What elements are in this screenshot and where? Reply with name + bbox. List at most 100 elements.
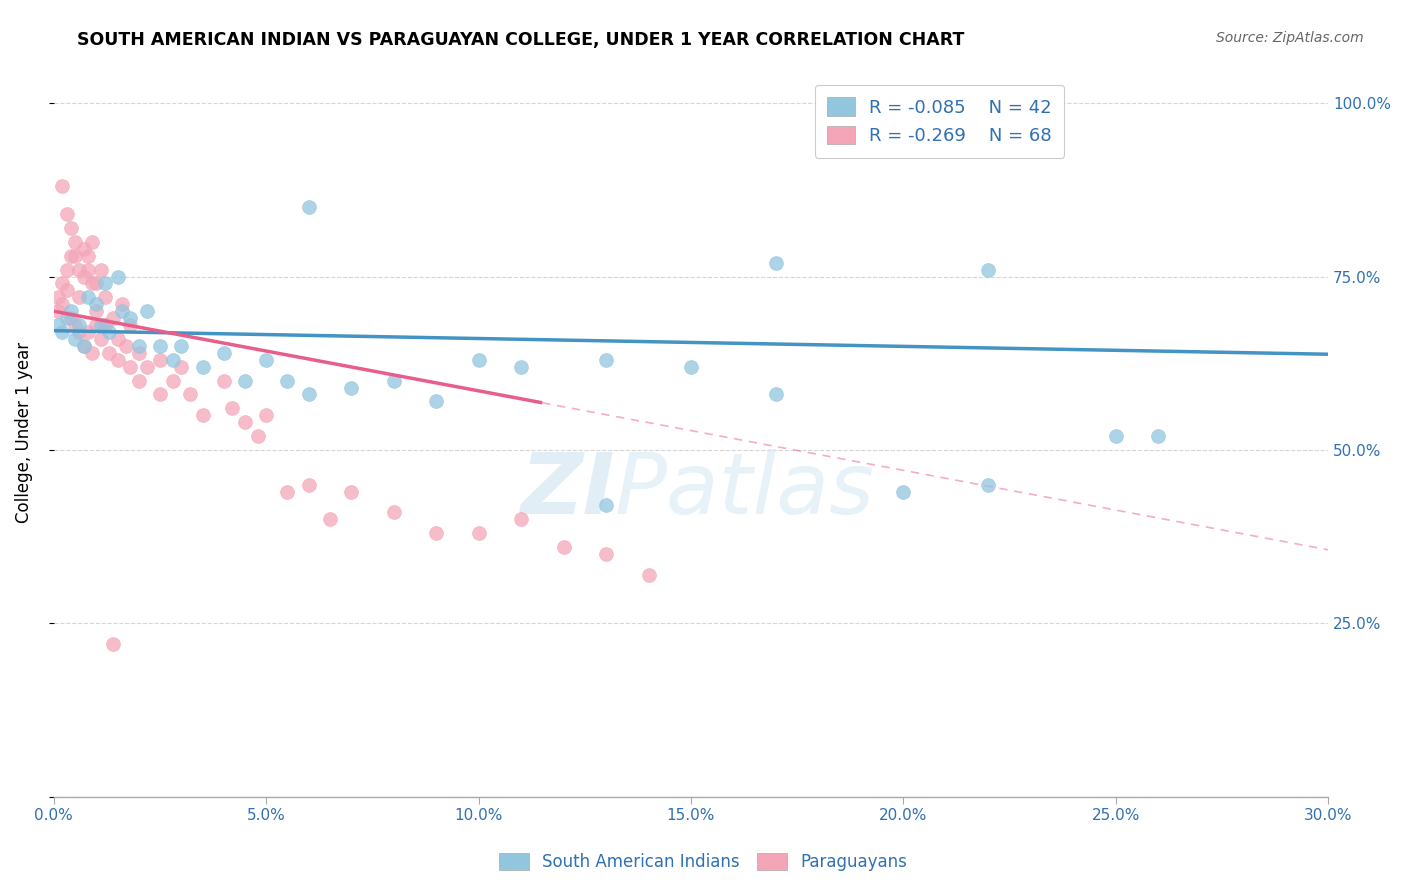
Point (94, 277, 117, 291)
Point (59, 221, 82, 235)
Point (510, 512, 533, 526)
Point (76, 249, 98, 263)
Point (179, 387, 201, 401)
Point (63, 235, 86, 249)
Point (319, 512, 342, 526)
Point (136, 359, 159, 374)
Point (59, 249, 82, 263)
Point (94, 290, 117, 304)
Point (276, 374, 298, 388)
Point (765, 256, 787, 270)
Point (425, 394, 447, 409)
Point (107, 269, 129, 284)
Point (510, 359, 533, 374)
Text: SOUTH AMERICAN INDIAN VS PARAGUAYAN COLLEGE, UNDER 1 YEAR CORRELATION CHART: SOUTH AMERICAN INDIAN VS PARAGUAYAN COLL… (77, 31, 965, 49)
Point (51, 325, 73, 339)
Point (98, 346, 121, 360)
Point (67, 290, 90, 304)
Point (977, 477, 1000, 491)
Point (51, 179, 73, 194)
Point (120, 311, 142, 326)
Y-axis label: College, Under 1 year: College, Under 1 year (15, 342, 32, 524)
Point (103, 311, 125, 326)
Point (55, 284, 77, 298)
Point (425, 526, 447, 541)
Point (98, 325, 121, 339)
Point (170, 359, 193, 374)
Point (76, 325, 98, 339)
Point (84, 277, 107, 291)
Point (63, 318, 86, 332)
Point (1147, 429, 1170, 443)
Point (298, 477, 321, 491)
Point (128, 346, 150, 360)
Point (55, 262, 77, 277)
Point (1105, 429, 1128, 443)
Point (893, 484, 915, 499)
Point (80, 235, 103, 249)
Point (233, 374, 256, 388)
Point (128, 339, 150, 353)
Point (59, 311, 82, 326)
Point (276, 484, 298, 499)
Point (107, 352, 129, 367)
Point (128, 374, 150, 388)
Point (170, 339, 193, 353)
Point (162, 374, 184, 388)
Point (76, 262, 98, 277)
Point (46, 290, 69, 304)
Point (136, 304, 159, 318)
Point (637, 567, 659, 582)
Point (298, 200, 321, 214)
Point (76, 290, 98, 304)
Point (120, 318, 142, 332)
Point (46, 304, 69, 318)
Point (63, 249, 86, 263)
Point (254, 352, 277, 367)
Point (46, 318, 69, 332)
Point (107, 332, 129, 346)
Legend: South American Indians, Paraguayans: South American Indians, Paraguayans (491, 845, 915, 880)
Point (149, 339, 172, 353)
Point (467, 526, 489, 541)
Point (67, 262, 90, 277)
Point (111, 304, 134, 318)
Point (55, 207, 77, 221)
Point (72, 269, 94, 284)
Point (94, 318, 117, 332)
Point (63, 332, 86, 346)
Text: ZI: ZI (520, 450, 614, 533)
Point (90, 318, 112, 332)
Point (212, 346, 235, 360)
Point (51, 277, 73, 291)
Point (553, 540, 575, 554)
Point (246, 429, 269, 443)
Point (90, 332, 112, 346)
Point (595, 547, 617, 561)
Point (595, 499, 617, 513)
Point (298, 387, 321, 401)
Point (149, 387, 172, 401)
Point (120, 359, 142, 374)
Point (84, 297, 107, 311)
Point (55, 311, 77, 326)
Point (595, 352, 617, 367)
Point (72, 242, 94, 256)
Point (212, 374, 235, 388)
Point (67, 325, 90, 339)
Point (111, 297, 134, 311)
Point (221, 401, 243, 416)
Point (67, 318, 90, 332)
Point (84, 304, 107, 318)
Point (149, 352, 172, 367)
Point (103, 637, 125, 651)
Point (191, 359, 214, 374)
Point (382, 505, 405, 519)
Point (977, 262, 1000, 277)
Point (254, 409, 277, 423)
Point (72, 339, 94, 353)
Point (765, 387, 787, 401)
Point (72, 339, 94, 353)
Point (90, 262, 112, 277)
Point (80, 346, 103, 360)
